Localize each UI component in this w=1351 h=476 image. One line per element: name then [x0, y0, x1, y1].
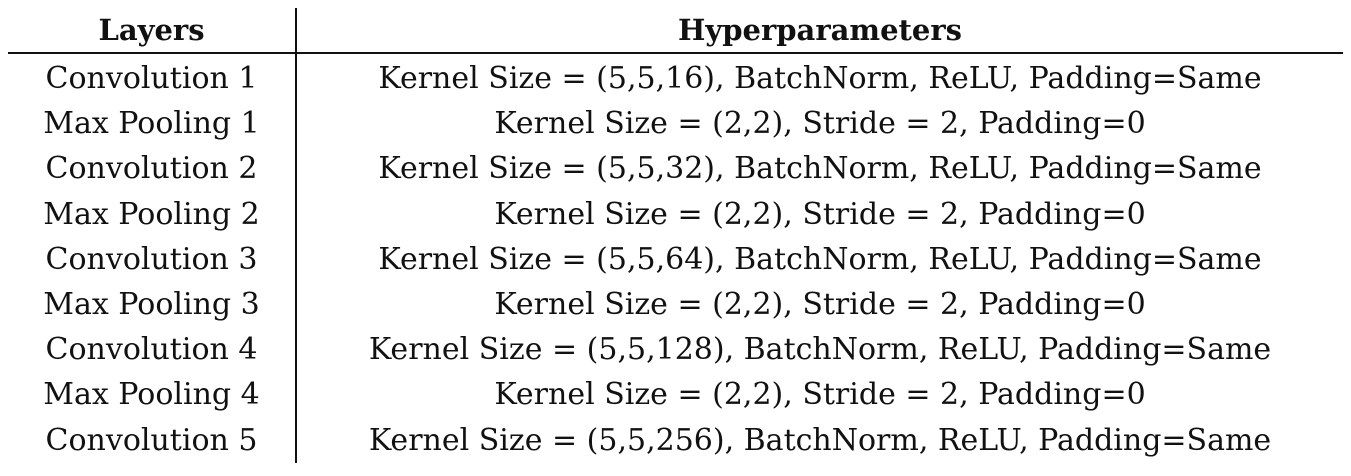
- layer-cell: Convolution 2: [8, 146, 297, 192]
- hyperparameter-table: Layers Hyperparameters Convolution 1 Ker…: [8, 8, 1343, 463]
- table-row: Max Pooling 1 Kernel Size = (2,2), Strid…: [8, 101, 1343, 147]
- params-cell: Kernel Size = (5,5,256), BatchNorm, ReLU…: [368, 422, 1272, 458]
- header-layers: Layers: [8, 8, 297, 54]
- params-cell: Kernel Size = (5,5,16), BatchNorm, ReLU,…: [378, 61, 1262, 97]
- table-row: Convolution 1 Kernel Size = (5,5,16), Ba…: [8, 53, 1343, 102]
- layer-cell: Max Pooling 1: [8, 101, 297, 147]
- table-row: Max Pooling 2 Kernel Size = (2,2), Strid…: [8, 191, 1343, 237]
- table-body: Convolution 1 Kernel Size = (5,5,16), Ba…: [8, 53, 1343, 463]
- params-cell: Kernel Size = (2,2), Stride = 2, Padding…: [494, 106, 1146, 142]
- table-row: Max Pooling 3 Kernel Size = (2,2), Strid…: [8, 281, 1343, 328]
- table-row: Convolution 5 Kernel Size = (5,5,256), B…: [8, 417, 1343, 463]
- params-cell: Kernel Size = (5,5,32), BatchNorm, ReLU,…: [378, 151, 1262, 187]
- header-hyperparameters: Hyperparameters: [296, 8, 1343, 54]
- table-row: Convolution 4 Kernel Size = (5,5,128), B…: [8, 327, 1343, 373]
- table-row: Max Pooling 4 Kernel Size = (2,2), Strid…: [8, 372, 1343, 418]
- params-cell: Kernel Size = (5,5,64), BatchNorm, ReLU,…: [378, 241, 1262, 277]
- params-cell: Kernel Size = (5,5,128), BatchNorm, ReLU…: [368, 332, 1272, 368]
- params-cell: Kernel Size = (2,2), Stride = 2, Padding…: [494, 196, 1146, 232]
- layer-cell: Convolution 4: [8, 327, 297, 373]
- table-row: Convolution 3 Kernel Size = (5,5,64), Ba…: [8, 236, 1343, 282]
- layer-cell: Max Pooling 2: [8, 191, 297, 237]
- hyperparameter-table-container: Layers Hyperparameters Convolution 1 Ker…: [8, 8, 1343, 468]
- params-cell: Kernel Size = (2,2), Stride = 2, Padding…: [494, 287, 1146, 323]
- layer-cell: Convolution 1: [8, 53, 297, 102]
- table-header: Layers Hyperparameters: [8, 8, 1343, 54]
- layer-cell: Max Pooling 3: [8, 281, 297, 328]
- layer-cell: Convolution 5: [8, 417, 297, 463]
- header-row: Layers Hyperparameters: [8, 8, 1343, 54]
- layer-cell: Max Pooling 4: [8, 372, 297, 418]
- table-row: Convolution 2 Kernel Size = (5,5,32), Ba…: [8, 146, 1343, 192]
- layer-cell: Convolution 3: [8, 236, 297, 282]
- params-cell: Kernel Size = (2,2), Stride = 2, Padding…: [494, 377, 1146, 413]
